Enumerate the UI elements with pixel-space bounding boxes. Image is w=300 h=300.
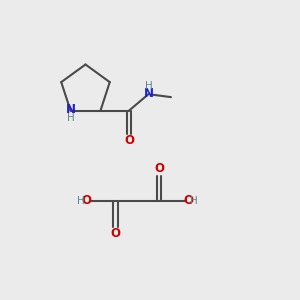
Text: O: O <box>124 134 134 146</box>
Text: O: O <box>183 194 193 208</box>
Text: O: O <box>110 226 121 240</box>
Text: H: H <box>77 196 85 206</box>
Text: H: H <box>190 196 197 206</box>
Text: O: O <box>81 194 91 208</box>
Text: N: N <box>65 103 76 116</box>
Text: O: O <box>154 162 164 176</box>
Text: N: N <box>143 87 154 100</box>
Text: H: H <box>67 113 74 123</box>
Text: H: H <box>145 81 152 91</box>
